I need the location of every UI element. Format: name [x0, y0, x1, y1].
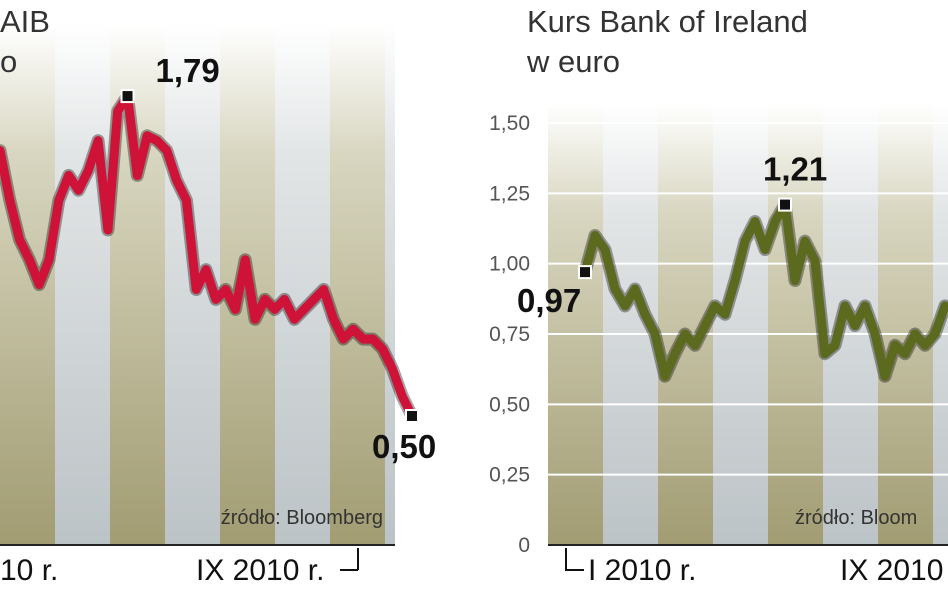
x-label: IX 2010 r.	[196, 554, 324, 587]
stripe	[878, 103, 933, 545]
stripe	[768, 103, 823, 545]
annotation-marker	[778, 197, 792, 212]
annotation-label: 1,79	[156, 52, 220, 89]
y-tick-label: 1,00	[489, 253, 530, 276]
stripe	[713, 103, 768, 545]
y-tick-label: 1,50	[489, 112, 530, 135]
chart-title: Kurs Bank of Ireland	[527, 4, 808, 39]
y-tick-label: 0,50	[489, 393, 530, 416]
annotation-label: 0,50	[372, 428, 436, 465]
bracket	[340, 548, 359, 571]
bracket	[565, 548, 584, 571]
stripe	[385, 24, 395, 545]
chart-title: o	[0, 44, 17, 79]
stripe	[275, 24, 330, 545]
annotation-marker	[405, 409, 419, 423]
y-tick-label: 0,25	[489, 464, 530, 487]
y-tick-label: 0	[518, 534, 530, 557]
x-label: 10 r.	[0, 554, 58, 587]
y-tick-label: 1,25	[489, 182, 530, 205]
source: źródło: Bloom	[795, 507, 917, 529]
annotation-marker	[120, 89, 135, 104]
annotation-label: 0,97	[517, 282, 581, 319]
chart-title: AIB	[0, 4, 50, 39]
x-label: IX 2010	[840, 554, 943, 587]
chart-title: w euro	[526, 44, 620, 79]
line	[0, 91, 417, 421]
y-tick-label: 0,75	[489, 323, 530, 346]
stripe	[55, 24, 110, 545]
x-label: I 2010 r.	[588, 554, 696, 587]
stripe	[0, 24, 55, 545]
stripe	[330, 24, 385, 545]
stripe	[548, 103, 603, 545]
source: źródło: Bloomberg	[221, 507, 383, 529]
annotation-label: 1,21	[763, 151, 827, 188]
plots: AIB o 1,79 0,50 10 r. IX 2010 r. źródło: Bloom…	[0, 4, 948, 587]
annotation-marker	[578, 265, 592, 280]
line	[580, 200, 948, 381]
